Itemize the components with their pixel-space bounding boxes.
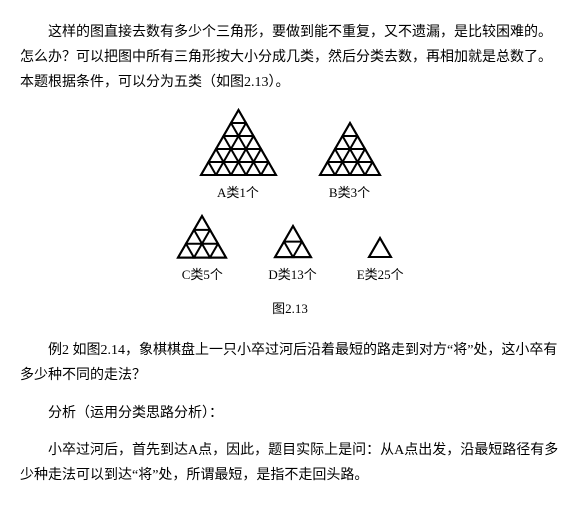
paragraph-analysis: 分析（运用分类思路分析）： — [20, 401, 560, 426]
triangle-A-label: A类1个 — [217, 181, 259, 204]
paragraph-example-2: 例2 如图2.14，象棋棋盘上一只小卒过河后沿着最短的路走到对方“将”处，这小卒… — [20, 338, 560, 388]
triangle-C-label: C类5个 — [182, 263, 223, 286]
triangle-A: A类1个 — [199, 108, 278, 204]
triangle-D-label: D类13个 — [268, 263, 316, 286]
figure-row-1: A类1个 B类3个 — [20, 108, 560, 204]
triangle-E-label: E类25个 — [357, 263, 404, 286]
figure-caption: 图2.13 — [20, 297, 560, 320]
triangle-B-label: B类3个 — [329, 181, 370, 204]
figure-2-13: A类1个 B类3个 C类5个 D类13个 E类25个图2.13 — [20, 108, 560, 321]
triangle-C: C类5个 — [176, 214, 228, 287]
triangle-D: D类13个 — [268, 224, 316, 287]
paragraph-4: 小卒过河后，首先到达A点，因此，题目实际上是问：从A点出发，沿最短路径有多少种走… — [20, 438, 560, 488]
triangle-E: E类25个 — [357, 236, 404, 286]
paragraph-1: 这样的图直接去数有多少个三角形，要做到能不重复，又不遗漏，是比较困难的。怎么办？… — [20, 20, 560, 96]
triangle-B: B类3个 — [318, 121, 382, 204]
figure-row-2: C类5个 D类13个 E类25个 — [20, 214, 560, 287]
